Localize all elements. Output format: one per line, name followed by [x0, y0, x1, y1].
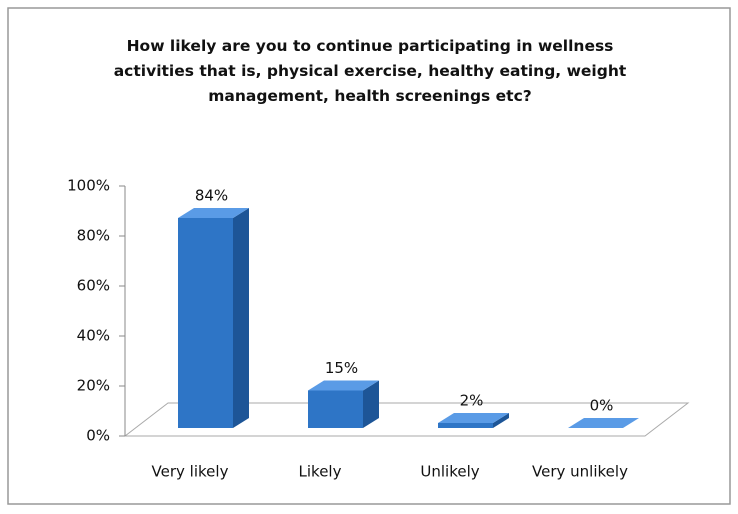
bar	[308, 390, 363, 428]
bar-top	[178, 208, 249, 218]
frame	[7, 7, 731, 505]
bar	[438, 423, 493, 428]
bar-top	[568, 418, 639, 428]
floor	[123, 402, 690, 437]
x-tick-label: Likely	[299, 463, 342, 481]
y-tick-label: 80%	[77, 227, 110, 245]
x-tick-label: Unlikely	[420, 463, 479, 481]
bar	[178, 218, 233, 428]
value-label: 2%	[460, 392, 484, 410]
chart-title: How likely are you to continue participa…	[113, 37, 627, 105]
bar-side	[233, 208, 249, 428]
y-tick-label: 40%	[77, 327, 110, 345]
x-tick-label: Very likely	[152, 463, 229, 481]
value-label: 0%	[590, 397, 614, 415]
y-tick-label: 100%	[67, 177, 110, 195]
y-tick-label: 0%	[86, 427, 110, 445]
value-label: 15%	[325, 359, 358, 377]
bar-top	[438, 413, 509, 423]
x-tick-label: Very unlikely	[532, 463, 628, 481]
y-tick-label: 60%	[77, 277, 110, 295]
bar-side	[363, 380, 379, 428]
y-tick-label: 20%	[77, 377, 110, 395]
value-label: 84%	[195, 187, 228, 205]
bar-top	[308, 380, 379, 391]
bar-side	[493, 413, 509, 428]
